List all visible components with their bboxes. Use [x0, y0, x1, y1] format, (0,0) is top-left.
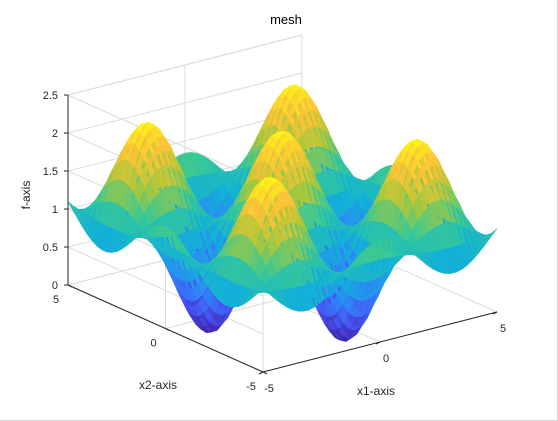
x1-tick-label: 0 — [383, 353, 389, 365]
x2-tick-label: -5 — [246, 381, 256, 393]
tick-labels: -5 0 5 -5 0 5 0 0.5 1 1.5 2 2.5 — [43, 90, 506, 395]
f-tick-label: 0.5 — [43, 242, 58, 254]
x2-tick-label: 5 — [53, 294, 59, 306]
x2-axis-label: x2-axis — [139, 378, 177, 392]
surface-patch — [485, 228, 498, 237]
f-axis-label: f-axis — [19, 181, 33, 210]
x2-tick-mark — [165, 328, 170, 331]
x1-tick-label: -5 — [264, 383, 274, 395]
surface-mesh[interactable] — [67, 84, 498, 342]
x1-tick-mark — [375, 341, 381, 345]
x2-tick-mark — [67, 284, 73, 288]
x2-tick-label: 0 — [150, 338, 156, 350]
f-tick-label: 2.5 — [43, 90, 58, 102]
x1-tick-mark — [492, 311, 498, 315]
x1-axis-label: x1-axis — [357, 384, 395, 398]
axes-box — [64, 94, 498, 375]
box-edge-top-back — [67, 34, 303, 96]
x1-tick-label: 5 — [500, 323, 506, 335]
x1-tick-mark — [258, 371, 264, 375]
chart-title: mesh — [270, 12, 302, 27]
x2-tick-mark — [262, 371, 268, 375]
f-tick-label: 1 — [52, 204, 58, 216]
f-tick-label: 1.5 — [43, 166, 58, 178]
f-tick-label: 0 — [52, 280, 58, 292]
f-tick-label: 2 — [52, 128, 58, 140]
